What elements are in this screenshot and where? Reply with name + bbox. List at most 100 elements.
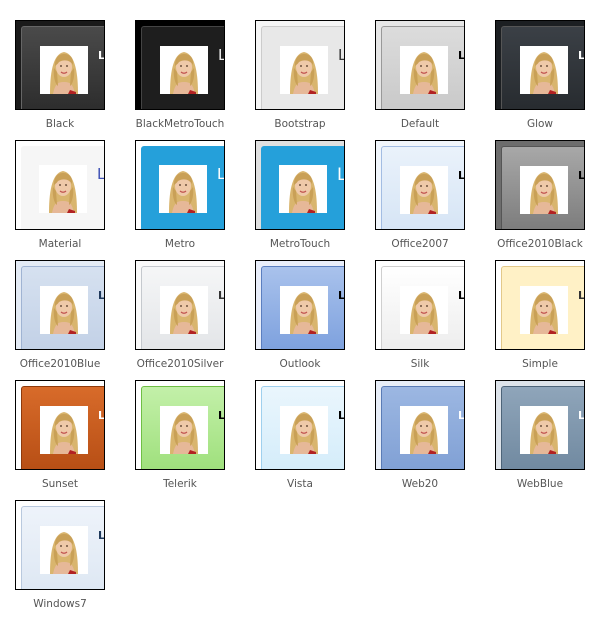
avatar — [400, 46, 448, 94]
tooltip-card: Le — [381, 146, 464, 229]
skin-label: Default — [400, 118, 440, 130]
skin-preview: Le — [135, 380, 225, 470]
tooltip-card: Le — [501, 26, 585, 109]
avatar — [159, 165, 207, 213]
skin-tile-office2010silver[interactable]: Le Office2010Silver — [135, 260, 225, 370]
skin-tile-blackmetrotouch[interactable]: Le BlackMetroTouch — [135, 20, 225, 130]
skin-label: Office2010Silver — [136, 358, 224, 370]
skin-label: Material — [38, 238, 82, 250]
skin-tile-telerik[interactable]: Le Telerik — [135, 380, 225, 490]
skin-tile-black[interactable]: Le Black — [15, 20, 105, 130]
skin-preview: Le — [375, 260, 465, 350]
tooltip-card: Le — [501, 146, 585, 229]
skin-preview: Le — [495, 380, 585, 470]
skin-tile-sunset[interactable]: Le Sunset — [15, 380, 105, 490]
preview-text: Le — [218, 46, 224, 64]
tooltip-card: Le — [141, 386, 224, 469]
tooltip-card: Le — [261, 386, 345, 469]
avatar — [400, 166, 448, 214]
skin-preview: Le — [15, 20, 105, 110]
preview-text: Le — [338, 289, 345, 302]
skin-label: Sunset — [41, 478, 79, 490]
skin-preview: Le — [255, 380, 345, 470]
avatar — [280, 406, 328, 454]
tooltip-card: Le — [261, 146, 344, 229]
preview-text: Le — [578, 169, 585, 182]
avatar — [400, 286, 448, 334]
skin-preview: Le — [135, 260, 225, 350]
skin-tile-office2010blue[interactable]: Le Office2010Blue — [15, 260, 105, 370]
skin-label: Silk — [410, 358, 430, 370]
tooltip-card: Le — [381, 266, 464, 349]
preview-text: Le — [97, 165, 105, 183]
skin-tile-default[interactable]: Le Default — [375, 20, 465, 130]
preview-text: Le — [578, 49, 585, 62]
skin-preview: Le — [255, 140, 345, 230]
skin-preview: Le — [495, 140, 585, 230]
skin-preview: Le — [15, 140, 105, 230]
skin-preview: Le — [375, 20, 465, 110]
preview-text: Le — [338, 409, 345, 422]
skin-tile-metro[interactable]: Le Metro — [135, 140, 225, 250]
preview-text: Le — [338, 46, 344, 64]
preview-text: Le — [98, 529, 105, 542]
skin-tile-office2010black[interactable]: Le Office2010Black — [495, 140, 585, 250]
skin-tile-bootstrap[interactable]: Le Bootstrap — [255, 20, 345, 130]
avatar — [160, 46, 208, 94]
preview-text: Le — [98, 289, 105, 302]
avatar — [280, 286, 328, 334]
tooltip-card: Le — [261, 266, 345, 349]
tooltip-card: Le — [501, 386, 584, 469]
skin-label: WebBlue — [516, 478, 564, 490]
skin-tile-outlook[interactable]: Le Outlook — [255, 260, 345, 370]
preview-text: Le — [578, 289, 585, 302]
skin-preview: Le — [135, 140, 225, 230]
avatar — [160, 406, 208, 454]
skin-tile-silk[interactable]: Le Silk — [375, 260, 465, 370]
avatar — [160, 286, 208, 334]
preview-text: Le — [458, 409, 465, 422]
skin-tile-metrotouch[interactable]: Le MetroTouch — [255, 140, 345, 250]
skin-preview: Le — [15, 500, 105, 590]
skin-preview: Le — [255, 260, 345, 350]
tooltip-card: Le — [141, 146, 225, 229]
avatar — [279, 165, 327, 213]
tooltip-card: Le — [21, 506, 105, 589]
tooltip-card: Le — [21, 26, 105, 109]
avatar — [40, 406, 88, 454]
skin-label: Office2010Black — [497, 238, 583, 250]
tooltip-card: Le — [21, 266, 105, 349]
skin-label: Glow — [526, 118, 554, 130]
skin-label: Black — [45, 118, 75, 130]
avatar — [39, 165, 87, 213]
avatar — [280, 46, 328, 94]
preview-text: Le — [217, 165, 225, 183]
tooltip-card: Le — [141, 266, 224, 349]
skin-preview: Le — [375, 140, 465, 230]
avatar — [40, 286, 88, 334]
avatar — [520, 166, 568, 214]
skin-label: Metro — [164, 238, 196, 250]
skin-tile-vista[interactable]: Le Vista — [255, 380, 345, 490]
skin-label: Office2007 — [391, 238, 449, 250]
skin-preview: Le — [15, 260, 105, 350]
skin-preview: Le — [255, 20, 345, 110]
skin-label: Office2010Blue — [19, 358, 101, 370]
skin-label: Bootstrap — [274, 118, 326, 130]
preview-text: Le — [98, 49, 105, 62]
skin-tile-simple[interactable]: Le Simple — [495, 260, 585, 370]
skin-label: Web20 — [401, 478, 439, 490]
skin-preview: Le — [495, 260, 585, 350]
avatar — [40, 46, 88, 94]
skin-tile-web20[interactable]: Le Web20 — [375, 380, 465, 490]
skin-tile-office2007[interactable]: Le Office2007 — [375, 140, 465, 250]
skin-tile-material[interactable]: Le Material — [15, 140, 105, 250]
avatar — [40, 526, 88, 574]
skin-tile-windows7[interactable]: Le Windows7 — [15, 500, 105, 610]
skin-tile-webblue[interactable]: Le WebBlue — [495, 380, 585, 490]
avatar — [520, 286, 568, 334]
skin-label: Windows7 — [33, 598, 87, 610]
tooltip-card: Le — [501, 266, 585, 349]
skin-tile-glow[interactable]: Le Glow — [495, 20, 585, 130]
tooltip-card: Le — [381, 386, 465, 469]
